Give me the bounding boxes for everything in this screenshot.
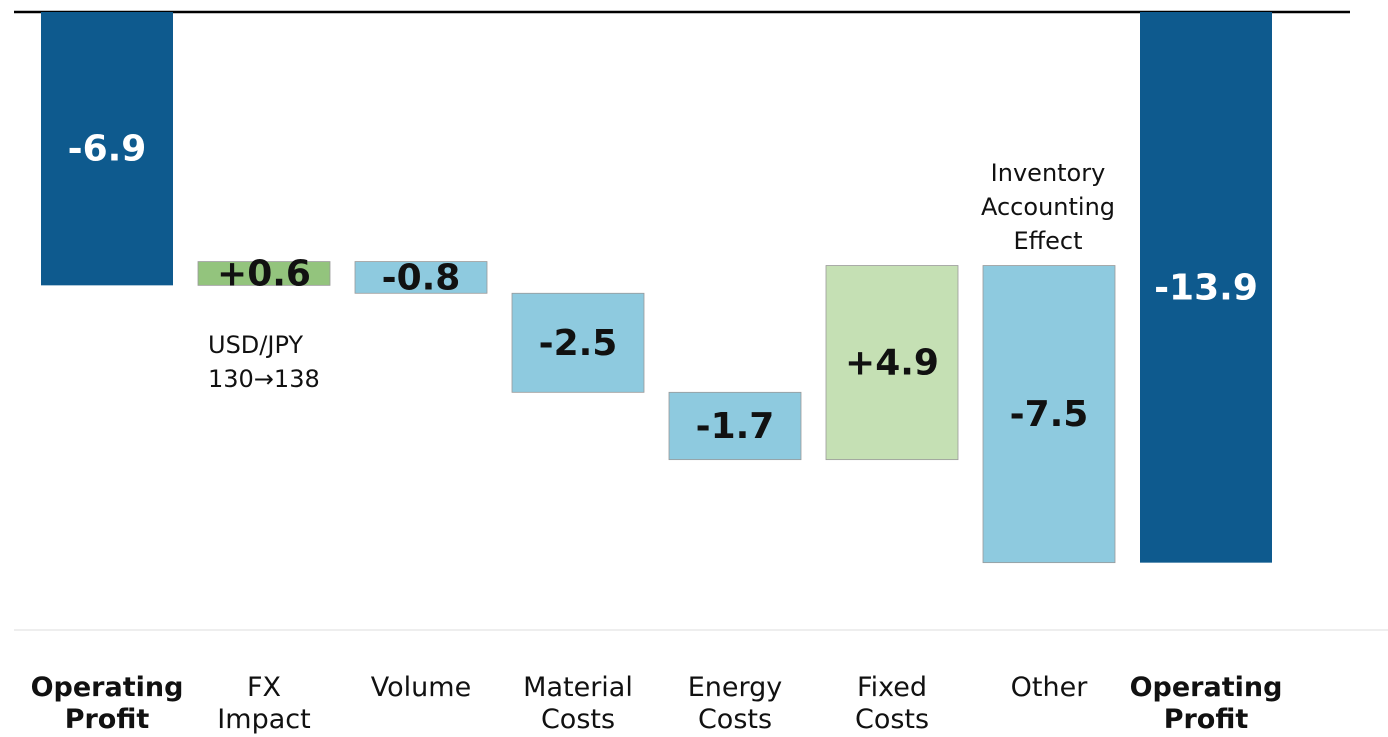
bar (1140, 12, 1272, 563)
value-label: -7.5 (1010, 394, 1089, 435)
annotation: USD/JPY 130→138 (208, 331, 320, 393)
value-label: -1.7 (696, 406, 775, 447)
value-label: -13.9 (1154, 267, 1258, 308)
value-label: +4.9 (845, 343, 939, 384)
category-label: Other (1010, 672, 1088, 703)
bar (354, 261, 488, 294)
category-label: Operating Profit (30, 672, 184, 735)
category-label: Energy Costs (687, 672, 783, 735)
category-label: Operating Profit (1129, 672, 1283, 735)
category-label: Fixed Costs (854, 672, 930, 735)
bar (668, 391, 802, 461)
bar (511, 292, 645, 393)
bar (825, 265, 959, 461)
value-label: +0.6 (217, 253, 311, 294)
bar (982, 265, 1116, 564)
value-label: -6.9 (68, 129, 147, 170)
category-label: FX Impact (217, 672, 311, 735)
category-label: Volume (370, 672, 472, 703)
category-label: Material Costs (523, 672, 633, 735)
bar (197, 261, 331, 286)
value-label: -0.8 (382, 257, 461, 298)
value-label: -2.5 (539, 323, 618, 364)
bar (41, 12, 173, 286)
annotation: Inventory Accounting Effect (980, 159, 1116, 255)
